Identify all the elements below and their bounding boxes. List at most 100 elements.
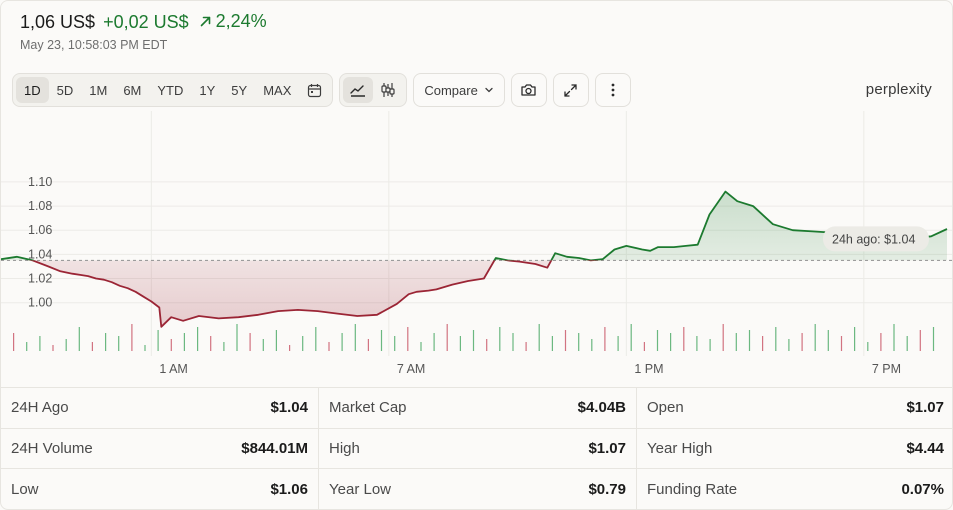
- y-tick-label: 1.02: [28, 272, 52, 286]
- range-1d-button[interactable]: 1D: [16, 77, 49, 103]
- volume-bar: [131, 324, 133, 351]
- stat-value: 0.07%: [901, 480, 944, 498]
- price-line-below: [28, 260, 600, 328]
- volume-bar: [446, 324, 448, 351]
- range-5y-button[interactable]: 5Y: [231, 82, 248, 98]
- stat-24h-volume: 24H Volume $844.01M: [1, 428, 319, 468]
- range-selector: 1D 5D 1M 6M YTD 1Y 5Y MAX: [12, 73, 334, 107]
- candlestick-icon: [381, 83, 395, 97]
- volume-bar: [210, 336, 212, 351]
- volume-bar: [91, 342, 93, 351]
- x-tick-label: 1 PM: [634, 362, 663, 376]
- volume-bar: [827, 330, 829, 351]
- volume-bar: [748, 330, 751, 351]
- volume-bar: [341, 333, 343, 351]
- stat-value: $4.04B: [577, 399, 626, 417]
- volume-bar: [262, 339, 264, 351]
- line-chart-button[interactable]: [343, 77, 374, 103]
- volume-bar: [538, 324, 540, 351]
- stat-open: Open $1.07: [637, 388, 952, 428]
- volume-bar: [118, 336, 120, 351]
- volume-bar: [591, 339, 593, 351]
- volume-bar: [328, 342, 330, 351]
- stat-value: $4.44: [906, 439, 944, 457]
- chart-type-selector: [339, 73, 408, 107]
- volume-bar: [420, 342, 422, 351]
- volume-bar: [683, 327, 685, 351]
- stat-24h-ago: 24H Ago $1.04: [1, 388, 319, 428]
- range-1m-button[interactable]: 1M: [89, 82, 108, 98]
- candlestick-chart-button[interactable]: [373, 77, 403, 103]
- volume-bar: [39, 336, 41, 351]
- volume-bar: [762, 336, 764, 351]
- expand-icon: [564, 83, 577, 97]
- volume-bar: [840, 336, 843, 351]
- range-5d-button[interactable]: 5D: [56, 82, 74, 98]
- range-6m-button[interactable]: 6M: [123, 82, 142, 98]
- price-chart[interactable]: 1.00 1.02 1.04 1.06 1.08 1.10 24h ago: $1.04 1 …: [1, 111, 953, 386]
- volume-bar: [65, 339, 67, 351]
- reference-label: 24h ago: $1.04: [823, 226, 929, 252]
- volume-bar: [709, 339, 711, 351]
- volume-bar: [13, 333, 15, 351]
- compare-dropdown[interactable]: Compare: [413, 73, 505, 107]
- stats-row: Low $1.06 Year Low $0.79 Funding Rate 0.07%: [1, 469, 952, 509]
- stat-low: Low $1.06: [1, 469, 319, 509]
- volume-bar: [906, 336, 908, 351]
- volume-bar: [880, 333, 882, 351]
- volume-bar: [144, 345, 146, 351]
- stat-year-low: Year Low $0.79: [319, 469, 637, 509]
- volume-bar: [643, 342, 645, 351]
- volume-bar: [578, 333, 580, 351]
- volume-bar: [223, 342, 225, 351]
- volume-bar: [867, 342, 869, 351]
- volume-bar: [354, 324, 356, 351]
- range-max-button[interactable]: MAX: [263, 82, 292, 98]
- volume-bar: [275, 330, 277, 351]
- expand-button[interactable]: [552, 73, 589, 107]
- volume-bar: [394, 336, 396, 351]
- percent-value: 2,24%: [215, 11, 267, 31]
- more-options-button[interactable]: [594, 73, 631, 107]
- volume-bar: [919, 330, 921, 351]
- chevron-down-icon: [485, 87, 493, 93]
- volume-bar: [472, 330, 475, 351]
- calendar-button[interactable]: [299, 77, 329, 103]
- reference-label-text: 24h ago: $1.04: [832, 232, 915, 246]
- screenshot-button[interactable]: [510, 73, 547, 107]
- range-ytd-button[interactable]: YTD: [157, 82, 184, 98]
- volume-bar: [302, 336, 304, 351]
- stats-row: 24H Ago $1.04 Market Cap $4.04B Open $1.07: [1, 388, 952, 429]
- brand-logo: perplexity: [865, 81, 932, 98]
- calendar-icon: [307, 83, 321, 97]
- stat-label: High: [329, 439, 360, 457]
- stats-row: 24H Volume $844.01M High $1.07 Year High $4…: [1, 428, 952, 469]
- y-tick-label: 1.04: [28, 247, 52, 261]
- volume-bar: [630, 324, 632, 351]
- volume-bar: [893, 324, 895, 351]
- volume-bar: [696, 336, 698, 351]
- compare-label: Compare: [424, 82, 478, 98]
- camera-icon: [521, 84, 536, 96]
- range-1y-button[interactable]: 1Y: [199, 82, 216, 98]
- volume-bar: [735, 333, 737, 351]
- volume-bar: [197, 327, 199, 351]
- stat-label: Year High: [647, 439, 713, 457]
- stat-label: 24H Volume: [11, 439, 93, 457]
- volume-bar: [775, 327, 777, 351]
- volume-bar: [289, 345, 291, 351]
- stat-value: $1.04: [270, 399, 308, 417]
- more-vertical-icon: [611, 83, 615, 97]
- y-tick-label: 1.10: [28, 175, 52, 189]
- volume-bar: [236, 324, 238, 351]
- volume-bar: [486, 339, 488, 351]
- volume-bar: [105, 333, 107, 351]
- stat-value: $0.79: [588, 480, 626, 498]
- volume-bar: [26, 342, 28, 351]
- volume-bar: [78, 327, 80, 351]
- stat-market-cap: Market Cap $4.04B: [319, 388, 637, 428]
- stat-high: High $1.07: [319, 428, 637, 468]
- stat-label: Low: [11, 480, 39, 498]
- price-line-above: [1, 190, 948, 261]
